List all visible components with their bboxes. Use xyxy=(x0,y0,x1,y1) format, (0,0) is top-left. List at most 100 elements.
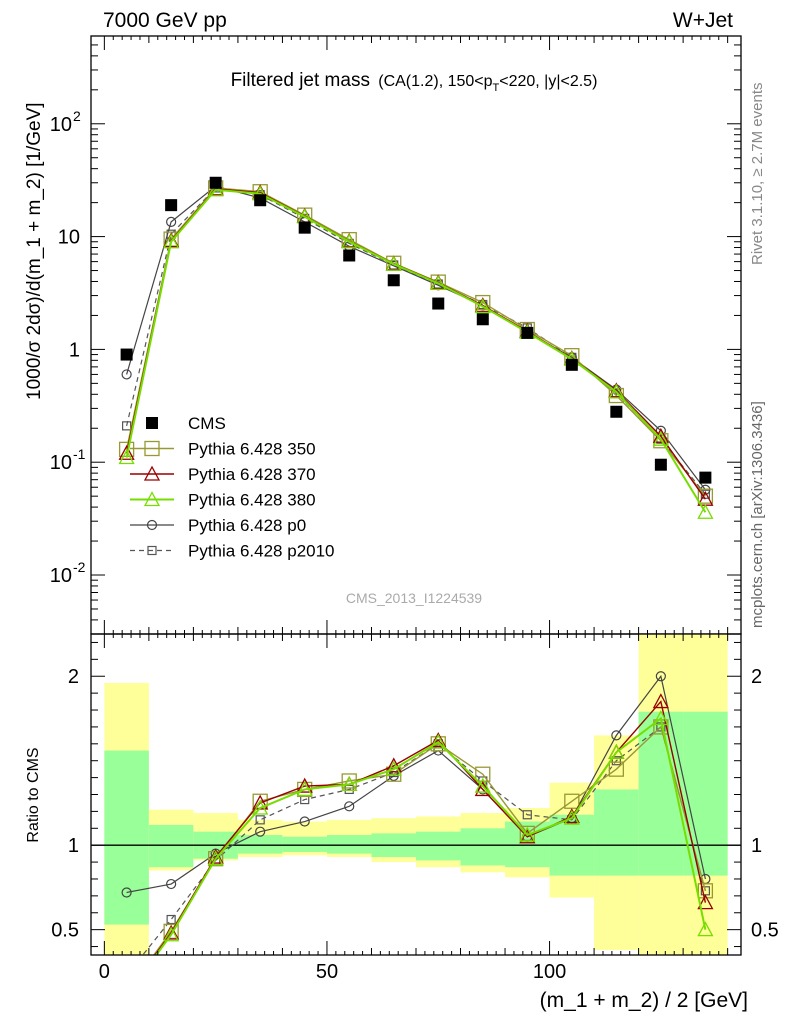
point-p380 xyxy=(652,430,669,446)
legend-marker-p2010 xyxy=(147,545,157,556)
point-p380 xyxy=(385,255,402,271)
point-p380 xyxy=(608,383,625,399)
band-inner xyxy=(683,711,728,876)
ratio-point-p370 xyxy=(120,987,134,1000)
ratio-point-p0 xyxy=(255,826,266,837)
legend-marker-data xyxy=(146,417,158,429)
point-data xyxy=(165,199,178,212)
band-inner xyxy=(416,831,461,861)
legend-label-p2010: Pythia 6.428 p2010 xyxy=(188,542,335,561)
ratio-point-p0 xyxy=(299,816,310,827)
ratio-point-p350 xyxy=(163,923,179,939)
ratio-point-p380 xyxy=(296,781,313,797)
legend-label-p350: Pythia 6.428 350 xyxy=(188,440,316,459)
point-data xyxy=(610,405,623,418)
ratio-y-tick-label-right: 0.5 xyxy=(751,920,779,942)
y-tick-label: 10 xyxy=(50,114,72,136)
legend: CMS Pythia 6.428 350 Pythia 6.428 370 Pythi… xyxy=(130,414,335,561)
ratio-bands xyxy=(104,634,728,955)
point-data xyxy=(565,358,578,371)
ratio-point-p380 xyxy=(120,989,134,1002)
ratio-point-p350 xyxy=(697,883,714,899)
ratio-y-tick-label-right: 1 xyxy=(751,835,762,857)
ratio-point-p2010 xyxy=(611,756,621,766)
mcplots-credit: mcplots.cern.ch [arXiv:1306.3436] xyxy=(749,401,766,628)
y-tick-exponent: -1 xyxy=(73,446,86,462)
ratio-y-tick-label-right: 2 xyxy=(751,666,762,688)
ratio-point-p350 xyxy=(120,985,134,999)
ratio-line-p380 xyxy=(155,716,707,955)
ratio-point-p0 xyxy=(121,887,132,898)
band-inner xyxy=(148,824,194,868)
band-inner xyxy=(594,789,639,876)
band-inner xyxy=(326,835,372,854)
plot-title-sub-pre: (CA(1.2), 150<p xyxy=(378,73,492,90)
ratio-point-p370 xyxy=(652,693,669,709)
ratio-point-p380 xyxy=(252,799,269,815)
point-p2010 xyxy=(122,421,132,431)
point-data xyxy=(254,194,267,207)
ratio-point-p370 xyxy=(163,924,180,940)
ratio-plot-area: 0.5 0.5 1 1 2 2 0 50 100 xyxy=(51,633,779,1002)
ratio-series xyxy=(120,671,714,1002)
ratio-point-p0 xyxy=(611,730,622,741)
ratio-point-p370 xyxy=(519,828,536,844)
ratio-point-p380 xyxy=(697,921,714,937)
ratio-point-p2010 xyxy=(123,971,131,979)
ratio-point-p380 xyxy=(430,733,447,749)
legend-label-p0: Pythia 6.428 p0 xyxy=(188,516,306,535)
y-tick-label: 10 xyxy=(50,565,72,587)
point-p350 xyxy=(697,488,714,504)
point-p350 xyxy=(653,433,669,449)
point-data xyxy=(476,313,489,326)
point-data xyxy=(432,297,445,310)
series-line-p380 xyxy=(125,188,707,513)
point-data xyxy=(120,348,133,361)
main-panel: 1000/σ 2dσ)/d(m_1 + m_2) [1/GeV] 10 -210-… xyxy=(24,35,742,635)
ratio-frame xyxy=(90,633,742,956)
ratio-point-p380 xyxy=(385,760,402,776)
point-p380 xyxy=(341,233,358,249)
rivet-credit: Rivet 3.1.10, ≥ 2.7M events xyxy=(749,83,766,266)
point-data xyxy=(387,274,400,287)
x-tick-label: 100 xyxy=(533,961,566,983)
plot-title-main: Filtered jet mass xyxy=(231,70,370,91)
header-left-label: 7000 GeV pp xyxy=(103,9,227,32)
ratio-point-p0 xyxy=(655,671,666,682)
ratio-point-p380 xyxy=(519,826,536,842)
ratio-point-p370 xyxy=(207,848,224,864)
band-inner xyxy=(237,835,283,854)
ratio-point-p370 xyxy=(697,894,714,910)
ratio-y-tick-label: 2 xyxy=(68,666,79,688)
y-tick-exponent: 2 xyxy=(73,108,81,124)
ratio-panel: Ratio to CMS 0.5 0.5 1 1 2 2 0 50 100 (m_1 + m_2… xyxy=(25,633,779,1012)
ratio-point-p380 xyxy=(652,710,669,726)
legend-label-p370: Pythia 6.428 370 xyxy=(188,465,316,484)
point-p0 xyxy=(166,216,177,227)
ratio-y-tick-label: 1 xyxy=(68,835,79,857)
ratio-point-p380 xyxy=(163,926,180,942)
ratio-point-p380 xyxy=(563,809,580,825)
ratio-y-tick-label: 0.5 xyxy=(51,920,79,942)
ratio-point-p0 xyxy=(344,801,355,812)
ratio-point-p370 xyxy=(296,777,313,793)
ratio-point-p380 xyxy=(341,775,358,792)
point-p380 xyxy=(163,233,180,249)
plot-title: Filtered jet mass (CA(1.2), 150<pT<220, … xyxy=(231,70,598,94)
x-tick-label: 50 xyxy=(316,961,338,983)
band-inner xyxy=(460,828,506,866)
point-p380 xyxy=(474,298,491,314)
point-p0 xyxy=(121,369,132,380)
ratio-point-p2010 xyxy=(522,810,532,820)
legend-marker-p0 xyxy=(146,519,158,531)
point-data xyxy=(654,458,667,471)
point-p380 xyxy=(118,449,135,465)
point-data xyxy=(298,221,311,234)
ratio-point-p370 xyxy=(385,757,402,773)
watermark: CMS_2013_I1224539 xyxy=(346,590,482,606)
ratio-point-p350 xyxy=(608,761,624,777)
y-tick-label: 1 xyxy=(69,339,80,361)
ratio-point-p370 xyxy=(430,732,447,748)
y-tick-label: 10 xyxy=(50,452,72,474)
ratio-point-p2010 xyxy=(344,784,354,795)
